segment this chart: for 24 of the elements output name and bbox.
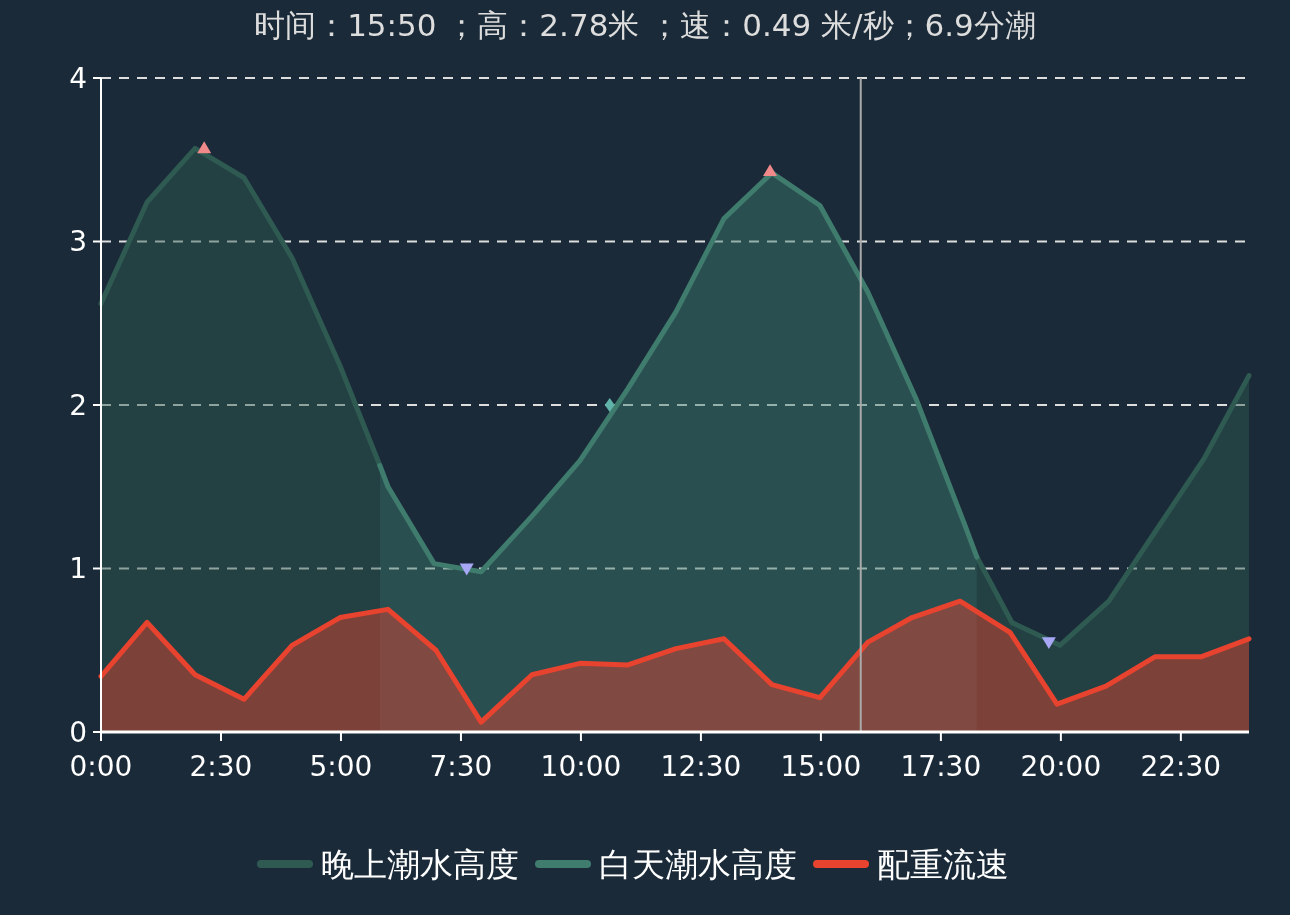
y-tick-label: 3 <box>69 225 87 259</box>
legend-label: 配重流速 <box>877 844 1009 884</box>
y-tick-label: 2 <box>69 388 87 422</box>
y-tick-label: 0 <box>69 715 87 749</box>
legend-label: 白天潮水高度 <box>599 844 797 884</box>
y-tick-label: 1 <box>69 552 87 586</box>
x-tick-label: 17:30 <box>900 750 982 783</box>
y-tick-label: 4 <box>69 61 87 95</box>
point <box>604 398 615 412</box>
x-tick-label: 22:30 <box>1140 750 1222 783</box>
x-tick-label: 0:00 <box>69 750 133 783</box>
point <box>197 141 212 154</box>
x-tick-label: 5:00 <box>309 750 373 783</box>
point <box>1041 637 1056 650</box>
legend-label: 晚上潮水高度 <box>321 844 519 884</box>
x-tick-label: 12:30 <box>660 750 742 783</box>
x-tick-label: 20:00 <box>1020 750 1102 783</box>
x-tick-label: 2:30 <box>189 750 253 783</box>
x-tick-label: 15:00 <box>780 750 862 783</box>
x-tick-label: 7:30 <box>429 750 493 783</box>
x-tick-label: 10:00 <box>540 750 622 783</box>
chart-title: 时间：15:50 ；高：2.78米 ；速：0.49 米/秒；6.9分潮 <box>254 7 1036 43</box>
point <box>763 164 778 177</box>
point <box>459 563 474 576</box>
